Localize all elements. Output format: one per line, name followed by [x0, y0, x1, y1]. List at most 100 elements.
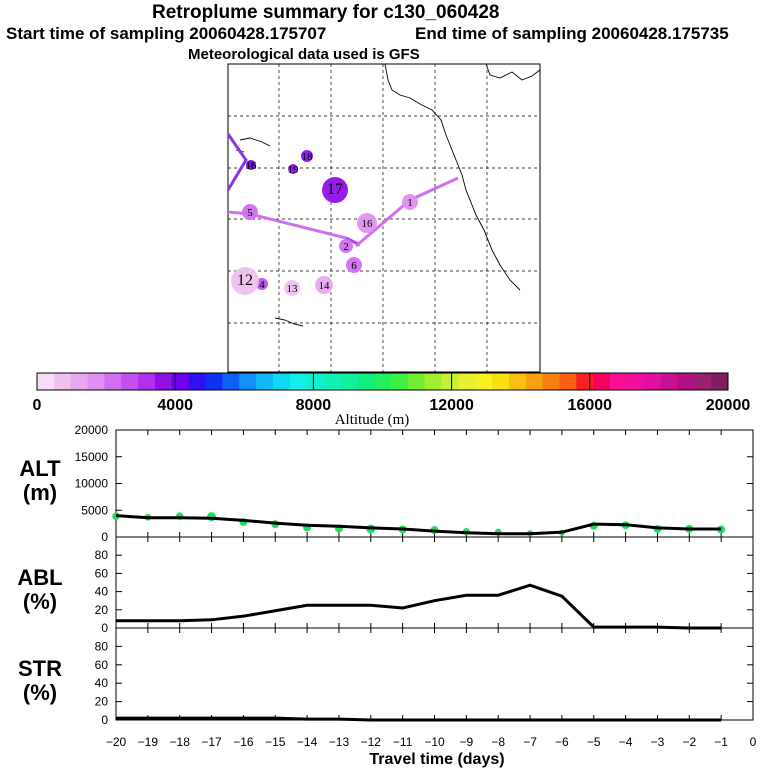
map-frame: [227, 63, 541, 373]
colorbar-swatch: [593, 373, 611, 390]
colorbar-swatch: [272, 373, 291, 390]
plume-label-12: 12: [237, 272, 253, 289]
y-tick-label: 20: [95, 603, 109, 617]
y-tick-label: 15000: [75, 450, 109, 464]
colorbar-swatch: [508, 373, 527, 390]
plume-label-14: 14: [319, 280, 331, 292]
series-line: [116, 583, 722, 630]
panel-frame: [115, 536, 754, 629]
colorbar-swatch: [222, 373, 240, 390]
plume-label-17: 17: [327, 181, 343, 198]
plume-circle-16: [246, 160, 256, 170]
colorbar-swatch: [711, 373, 729, 390]
colorbar-swatch: [53, 373, 72, 390]
colorbar-swatch: [87, 373, 105, 390]
y-tick-label: 80: [95, 548, 109, 562]
plume-label-4: 4: [259, 279, 265, 291]
colorbar-swatch: [525, 373, 544, 390]
colorbar-swatch: [542, 373, 560, 390]
colorbar-swatch: [374, 373, 392, 390]
y-axis-unit: (m): [23, 480, 57, 505]
x-tick-label: −16: [233, 735, 254, 749]
x-tick-label: −3: [651, 735, 665, 749]
plume-label-16: 16: [246, 160, 258, 172]
x-tick-label: −14: [297, 735, 318, 749]
colorbar-swatch: [121, 373, 139, 390]
x-tick-label: 0: [750, 735, 757, 749]
colorbar-swatch: [643, 373, 662, 390]
y-tick-label: 40: [95, 676, 109, 690]
colorbar-tick-label: 20000: [706, 397, 751, 414]
colorbar-swatch: [340, 373, 358, 390]
colorbar-swatch: [694, 373, 712, 390]
colorbar-swatch: [660, 373, 678, 390]
colorbar-tick-label: 16000: [568, 397, 613, 414]
colorbar-swatch: [441, 373, 459, 390]
y-axis-title: ABL: [17, 565, 62, 590]
plume-circle-2: [339, 239, 353, 253]
colorbar-swatch: [188, 373, 207, 390]
colorbar-swatch: [70, 373, 89, 390]
plume-circle-18: [301, 150, 313, 162]
x-tick-label: −13: [329, 735, 350, 749]
plume-label-19: 19: [288, 164, 300, 176]
colorbar-swatch: [576, 373, 594, 390]
colorbar-frame: [36, 372, 729, 391]
panel-alt: 0 5000 10000 15000 20000 ALT(m): [19, 423, 754, 544]
x-tick-label: −17: [201, 735, 222, 749]
colorbar-swatch: [104, 373, 122, 390]
y-tick-label: 80: [95, 639, 109, 653]
colorbar-swatch: [289, 373, 308, 390]
plume-label-5: 5: [247, 207, 253, 219]
colorbar-axis-label: Altitude (m): [335, 412, 410, 428]
plume-circle-13: [284, 280, 300, 296]
y-tick-label: 0: [101, 713, 108, 727]
colorbar-tick-label: 8000: [296, 397, 332, 414]
x-tick-label: −12: [361, 735, 382, 749]
start-time-label: Start time of sampling 20060428.175707: [6, 24, 327, 43]
x-tick-label: −6: [555, 735, 569, 749]
colorbar-swatch: [458, 373, 476, 390]
y-tick-label: 5000: [81, 503, 108, 517]
y-tick-label: 60: [95, 658, 109, 672]
plume-circle-14: [315, 276, 333, 294]
colorbar-swatch: [357, 373, 375, 390]
x-tick-label: −10: [424, 735, 445, 749]
colorbar-tick-label: 4000: [157, 397, 193, 414]
trajectory-line-west: [226, 133, 248, 191]
x-tick-label: −15: [265, 735, 286, 749]
colorbar-swatch: [205, 373, 223, 390]
colorbar-swatch: [559, 373, 577, 390]
colorbar-swatch: [138, 373, 156, 390]
colorbar-swatch: [239, 373, 257, 390]
panel-frame: [115, 627, 754, 721]
time-series-panels: 05000100001500020000ALT(m)020406080ABL(%…: [17, 423, 756, 768]
y-tick-label: 10000: [75, 477, 109, 491]
met-data-label: Meteorological data used is GFS: [188, 46, 420, 63]
y-tick-label: 20000: [75, 423, 109, 437]
colorbar-swatch: [171, 373, 190, 390]
plume-label-2: 2: [343, 241, 349, 253]
colorbar-swatch: [390, 373, 409, 390]
plume-circle-17: [322, 177, 348, 203]
x-tick-label: −5: [587, 735, 601, 749]
plume-label-13: 13: [287, 283, 299, 295]
plume-label-6: 6: [351, 260, 357, 272]
series-line: [115, 514, 722, 536]
x-tick-label: −2: [682, 735, 696, 749]
plume-circle-19: [288, 164, 298, 174]
x-tick-label: −20: [106, 735, 127, 749]
colorbar-swatch: [626, 373, 645, 390]
x-tick-label: −18: [170, 735, 191, 749]
x-tick-label: −7: [523, 735, 537, 749]
y-axis-unit: (%): [23, 589, 57, 614]
colorbar-swatch: [323, 373, 341, 390]
colorbar-swatch: [256, 373, 274, 390]
y-axis-unit: (%): [23, 680, 57, 705]
x-tick-label: −8: [491, 735, 505, 749]
plume-circle-5: [242, 204, 258, 220]
x-tick-label: −1: [714, 735, 728, 749]
plume-label-18: 18: [302, 151, 314, 163]
series-line: [116, 716, 722, 722]
